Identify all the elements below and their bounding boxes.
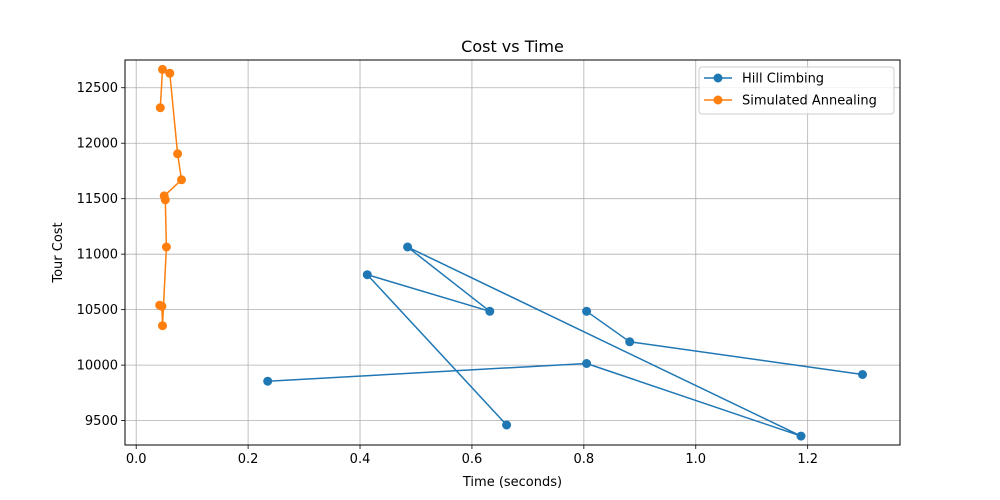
y-tick-label: 11500: [77, 192, 118, 207]
legend-box: [698, 66, 895, 115]
y-tick-label: 12500: [77, 81, 118, 96]
x-tick-label: 1.0: [685, 452, 706, 467]
x-axis-ticks: 0.0 0.2 0.4 0.6 0.8 1.0 1.2: [126, 445, 818, 467]
data-point-simulated-annealing: [155, 103, 165, 113]
data-point-hill-climbing: [796, 431, 806, 441]
data-point-simulated-annealing: [158, 321, 167, 331]
legend-marker-hill-climbing: [713, 73, 723, 83]
data-point-hill-climbing: [485, 306, 495, 316]
data-point-simulated-annealing: [155, 300, 165, 310]
data-point-simulated-annealing: [177, 175, 186, 185]
legend-marker-simulated-annealing: [713, 95, 723, 105]
y-axis-ticks: 9500 10000 10500 11000 11500 12000 12500: [77, 81, 125, 429]
y-tick-label: 10000: [77, 359, 118, 374]
data-point-hill-climbing: [403, 242, 413, 252]
plot-frame: [124, 59, 901, 446]
y-axis-label: Tour Cost: [51, 222, 66, 283]
data-point-hill-climbing: [582, 359, 592, 368]
y-tick-label: 10500: [77, 303, 118, 318]
x-tick-label: 0.4: [350, 452, 371, 467]
x-tick-label: 0.8: [574, 452, 595, 467]
data-point-simulated-annealing: [161, 242, 171, 252]
grid: [125, 60, 900, 445]
data-point-hill-climbing: [582, 306, 592, 316]
chart-title: Cost vs Time: [461, 37, 564, 56]
x-tick-label: 0.6: [462, 452, 483, 467]
y-tick-label: 11000: [77, 248, 118, 263]
data-point-hill-climbing: [263, 376, 273, 386]
data-point-simulated-annealing: [173, 149, 183, 159]
data-point-simulated-annealing: [165, 68, 175, 78]
legend: Hill Climbing Simulated Annealing: [698, 66, 895, 115]
y-tick-label: 9500: [85, 414, 118, 429]
data-point-hill-climbing: [625, 337, 635, 347]
data-point-hill-climbing: [362, 270, 372, 280]
series: [155, 64, 867, 441]
x-axis-label: Time (seconds): [462, 475, 562, 490]
data-point-simulated-annealing: [158, 64, 167, 74]
x-tick-label: 0.0: [126, 452, 147, 467]
data-point-simulated-annealing: [160, 195, 170, 205]
data-point-hill-climbing: [502, 420, 512, 430]
y-tick-label: 12000: [77, 137, 118, 152]
x-tick-label: 1.2: [797, 452, 818, 467]
legend-label-simulated-annealing: Simulated Annealing: [742, 94, 877, 109]
x-tick-label: 0.2: [238, 452, 259, 467]
data-point-hill-climbing: [858, 370, 867, 379]
legend-label-hill-climbing: Hill Climbing: [742, 72, 824, 87]
